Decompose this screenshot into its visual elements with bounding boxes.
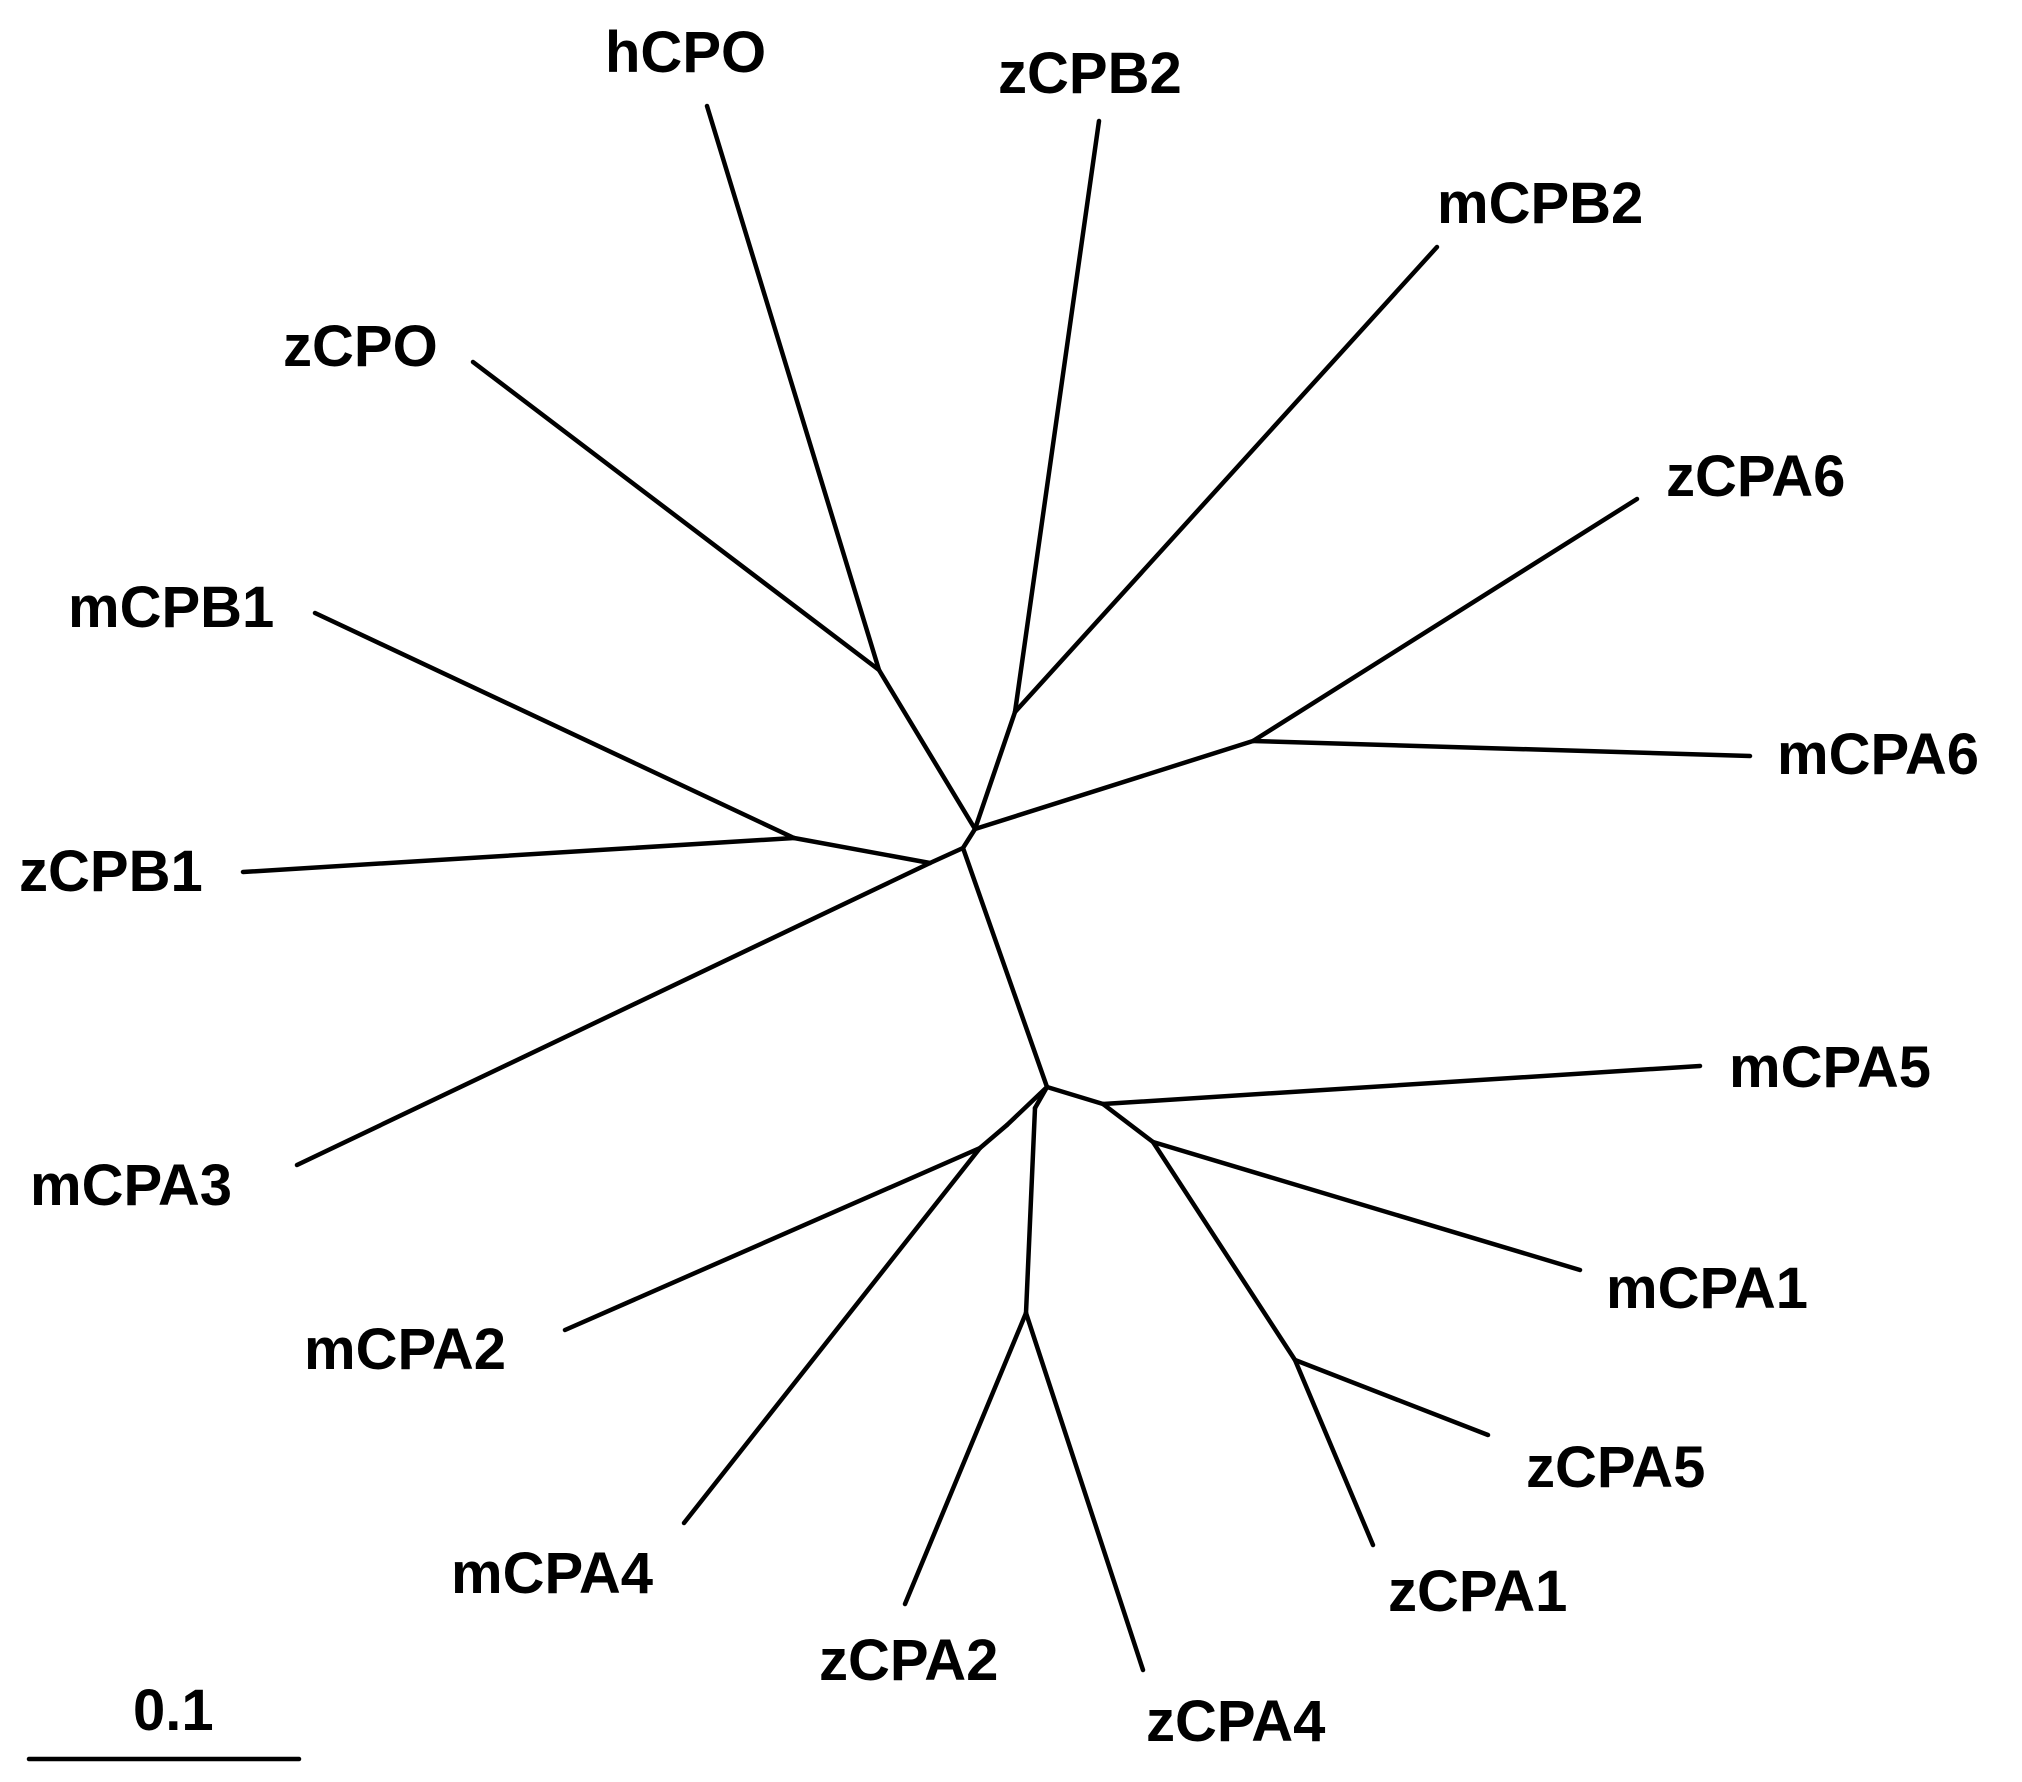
- leaf-label-zcpo: zCPO: [283, 314, 438, 379]
- branch-mcpa5: [1100, 1063, 1703, 1107]
- branch-zcpa5: [1292, 1357, 1491, 1438]
- leaf-label-zcpa6: zCPA6: [1666, 444, 1845, 509]
- branches: [240, 103, 1753, 1673]
- branch-mcpa6: [1250, 738, 1753, 759]
- leaf-label-mcpb2: mCPB2: [1437, 171, 1643, 236]
- branch-to-a2-a4-node: [1004, 1084, 1050, 1128]
- branch-to-a6-node: [972, 738, 1256, 832]
- leaf-label-zcpa4: zCPA4: [1146, 1689, 1325, 1754]
- leaf-label-zcpb1: zCPB1: [19, 839, 203, 904]
- leaf-label-mcpa5: mCPA5: [1729, 1035, 1931, 1100]
- leaf-label-mcpa3: mCPA3: [30, 1153, 232, 1218]
- branch-zcpb1: [240, 835, 797, 875]
- branch-to-a4-node: [977, 1122, 1010, 1151]
- leaf-label-hcpo: hCPO: [605, 20, 766, 85]
- leaf-label-mcpa1: mCPA1: [1606, 1256, 1808, 1321]
- branch-mcpa4: [681, 1145, 983, 1526]
- branch-zcpa1: [1292, 1357, 1376, 1548]
- branch-backbone-upper: [960, 826, 978, 851]
- branch-zcpa4: [1023, 1310, 1146, 1673]
- branch-upper-internal: [876, 667, 978, 832]
- leaf-label-mcpa6: mCPA6: [1777, 722, 1979, 787]
- leaf-label-zcpa2: zCPA2: [819, 1628, 998, 1693]
- leaf-label-zcpb2: zCPB2: [998, 41, 1182, 106]
- leaf-label-zcpa1: zCPA1: [1388, 1559, 1567, 1624]
- leaf-label-mcpb1: mCPB1: [68, 575, 274, 640]
- branch-to-b1-a3-node: [927, 845, 966, 866]
- branch-mcpa2: [562, 1145, 983, 1333]
- branch-to-za5-za1-node: [1150, 1139, 1298, 1363]
- branch-to-za2-za4-node: [1032, 1084, 1050, 1111]
- branch-zcpa2: [902, 1310, 1029, 1607]
- leaf-label-mcpa4: mCPA4: [451, 1541, 653, 1606]
- branch-mcpb2: [1012, 244, 1440, 715]
- leaf-labels: hCPO zCPB2 mCPB2 zCPO zCPA6 mCPB1 mCPA6 …: [19, 20, 1979, 1754]
- branch-za2-za4-stem: [1023, 1105, 1038, 1316]
- branch-mcpa3: [294, 860, 933, 1168]
- branch-to-a1-node: [1100, 1101, 1156, 1145]
- branch-zcpo: [470, 359, 882, 673]
- scale-bar-label: 0.1: [133, 1678, 214, 1743]
- branch-hcpo: [704, 103, 882, 673]
- branch-to-zcpb2-mcpb2-node: [972, 709, 1018, 832]
- leaf-label-mcpa2: mCPA2: [304, 1317, 506, 1382]
- branch-zcpb2: [1012, 118, 1102, 715]
- leaf-label-zcpa5: zCPA5: [1526, 1435, 1705, 1500]
- branch-zcpa6: [1250, 496, 1640, 744]
- branch-mcpa1: [1150, 1139, 1583, 1273]
- scale-bar: 0.1: [26, 1678, 302, 1762]
- branch-backbone-lower: [960, 845, 1050, 1090]
- branch-to-b1-node: [791, 835, 933, 866]
- branch-to-a5-a1-node: [1044, 1084, 1106, 1107]
- branch-mcpb1: [312, 610, 797, 841]
